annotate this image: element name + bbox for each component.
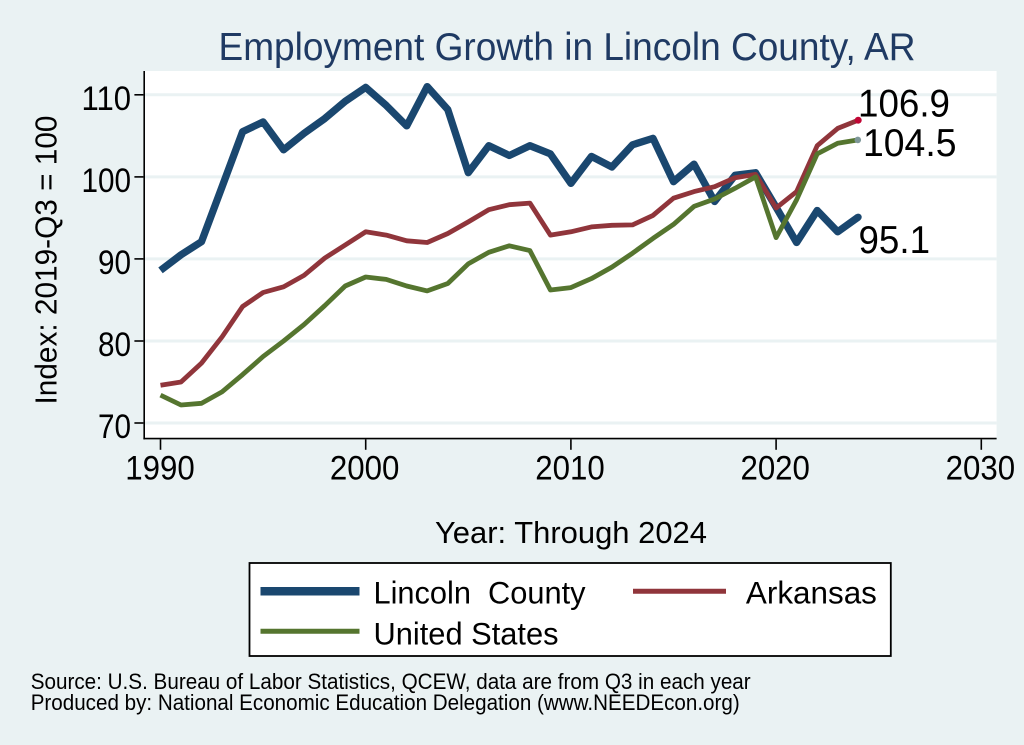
svg-text:90: 90 [98, 244, 131, 282]
svg-text:Source: U.S. Bureau of Labor S: Source: U.S. Bureau of Labor Statistics,… [31, 669, 751, 694]
svg-text:95.1: 95.1 [859, 219, 931, 262]
svg-text:2000: 2000 [330, 449, 400, 487]
svg-text:2030: 2030 [946, 449, 1016, 487]
svg-text:United States: United States [374, 616, 559, 651]
svg-text:Produced by: National Economic: Produced by: National Economic Education… [31, 690, 740, 715]
svg-text:100: 100 [82, 162, 132, 200]
svg-text:1990: 1990 [125, 449, 195, 487]
svg-text:Employment Growth in Lincoln C: Employment Growth in Lincoln County, AR [219, 26, 916, 69]
svg-text:110: 110 [82, 80, 132, 118]
svg-text:2020: 2020 [740, 449, 810, 487]
svg-text:70: 70 [98, 408, 131, 446]
svg-text:Arkansas: Arkansas [746, 576, 877, 611]
svg-text:Index: 2019-Q3 = 100: Index: 2019-Q3 = 100 [29, 116, 64, 405]
svg-text:Year: Through 2024: Year: Through 2024 [435, 515, 707, 550]
svg-text:104.5: 104.5 [863, 122, 957, 165]
svg-text:80: 80 [98, 326, 131, 364]
svg-text:2010: 2010 [535, 449, 605, 487]
svg-text:Lincoln County: Lincoln County [374, 576, 586, 611]
svg-text:106.9: 106.9 [858, 83, 950, 126]
